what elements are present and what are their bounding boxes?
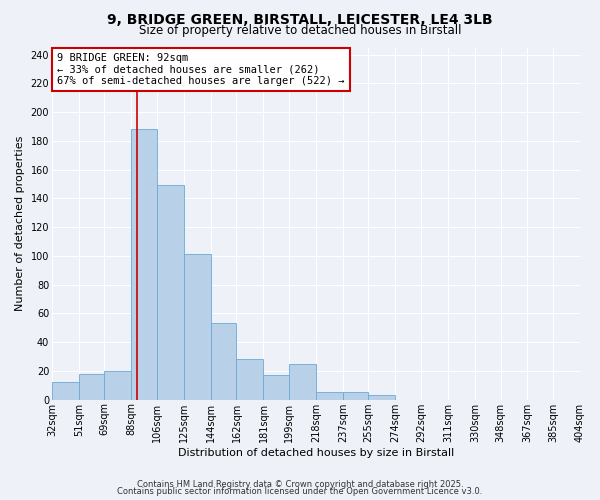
Bar bbox=[289, 364, 316, 400]
Bar bbox=[79, 374, 104, 400]
Bar bbox=[236, 360, 263, 400]
Text: Contains HM Land Registry data © Crown copyright and database right 2025.: Contains HM Land Registry data © Crown c… bbox=[137, 480, 463, 489]
Bar bbox=[263, 375, 289, 400]
Bar bbox=[184, 254, 211, 400]
X-axis label: Distribution of detached houses by size in Birstall: Distribution of detached houses by size … bbox=[178, 448, 454, 458]
Text: 9, BRIDGE GREEN, BIRSTALL, LEICESTER, LE4 3LB: 9, BRIDGE GREEN, BIRSTALL, LEICESTER, LE… bbox=[107, 12, 493, 26]
Bar bbox=[343, 392, 368, 400]
Bar bbox=[131, 130, 157, 400]
Bar bbox=[157, 186, 184, 400]
Bar bbox=[104, 371, 131, 400]
Bar bbox=[52, 382, 79, 400]
Bar bbox=[211, 324, 236, 400]
Text: Size of property relative to detached houses in Birstall: Size of property relative to detached ho… bbox=[139, 24, 461, 37]
Bar bbox=[368, 396, 395, 400]
Text: Contains public sector information licensed under the Open Government Licence v3: Contains public sector information licen… bbox=[118, 487, 482, 496]
Text: 9 BRIDGE GREEN: 92sqm
← 33% of detached houses are smaller (262)
67% of semi-det: 9 BRIDGE GREEN: 92sqm ← 33% of detached … bbox=[57, 53, 345, 86]
Bar bbox=[316, 392, 343, 400]
Y-axis label: Number of detached properties: Number of detached properties bbox=[15, 136, 25, 312]
